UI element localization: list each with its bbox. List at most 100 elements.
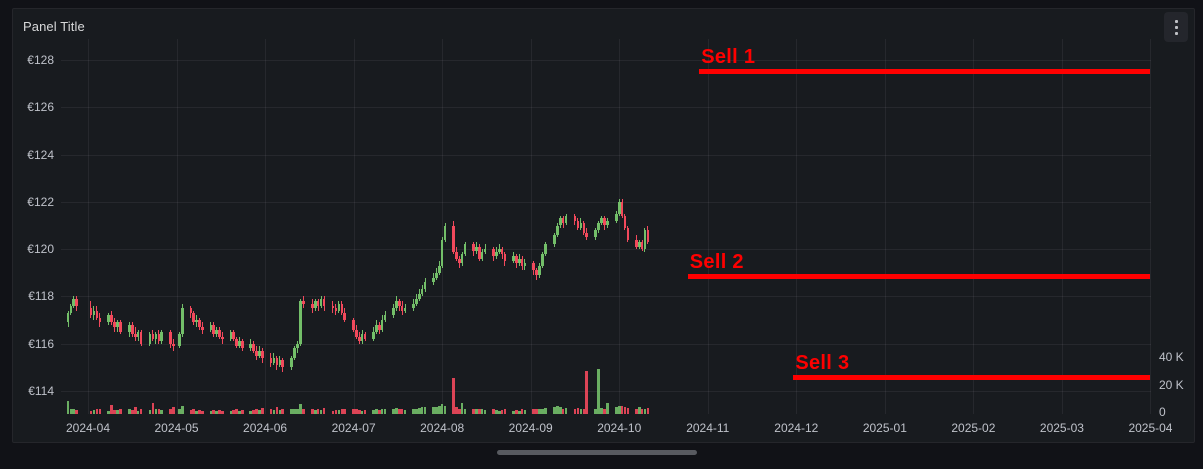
time-gridline xyxy=(265,39,267,414)
candle xyxy=(278,360,282,365)
time-gridline xyxy=(1150,39,1152,414)
volume-bar xyxy=(515,409,518,414)
volume-bar xyxy=(573,408,577,414)
volume-bar xyxy=(322,407,326,414)
volume-bar xyxy=(438,406,441,414)
volume-bar xyxy=(463,408,467,414)
volume-bar xyxy=(360,410,364,414)
volume-bar xyxy=(558,407,562,414)
candle xyxy=(119,322,122,332)
volume-bar xyxy=(626,407,630,414)
horizontal-scrollbar-thumb[interactable] xyxy=(497,450,697,455)
candle xyxy=(412,303,415,309)
volume-bar xyxy=(180,405,184,414)
volume-bar xyxy=(497,410,501,414)
candle xyxy=(95,310,99,318)
volume-bar xyxy=(512,410,515,414)
candle xyxy=(400,305,404,311)
price-gridline xyxy=(61,296,1151,298)
volume-bar xyxy=(343,408,347,414)
volume-bar xyxy=(495,409,498,414)
candle xyxy=(532,263,535,271)
volume-bar xyxy=(457,408,461,414)
candle xyxy=(517,258,521,264)
panel-menu-button[interactable] xyxy=(1164,12,1188,42)
volume-bar xyxy=(538,409,541,414)
volume-bar xyxy=(299,404,302,414)
annotation-label-sell-2: Sell 2 xyxy=(689,250,744,273)
volume-bar xyxy=(278,409,282,414)
volume-bar xyxy=(316,409,320,414)
candle xyxy=(643,230,647,250)
volume-bar xyxy=(340,409,344,414)
candlestick-chart[interactable]: €128 €126 €124 €122 €120 €118 €116 €114 2024-04 2… xyxy=(13,9,1194,442)
candle xyxy=(541,253,544,266)
price-axis-label: €114 xyxy=(28,384,54,398)
candle xyxy=(151,334,155,339)
volume-bar xyxy=(582,408,586,414)
candle xyxy=(249,343,253,349)
volume-bar xyxy=(272,409,276,414)
candle xyxy=(66,312,70,323)
volume-bar xyxy=(637,407,641,414)
volume-bar xyxy=(472,408,475,414)
volume-bar xyxy=(617,405,621,414)
volume-bar xyxy=(564,407,568,414)
candle xyxy=(585,232,589,238)
price-gridline xyxy=(61,343,1151,345)
candle xyxy=(392,308,395,316)
candle xyxy=(606,220,609,226)
volume-bar xyxy=(415,408,418,414)
candle xyxy=(483,249,487,252)
volume-bar xyxy=(151,403,155,414)
candle xyxy=(497,249,501,252)
candle xyxy=(538,265,541,276)
volume-bar xyxy=(535,408,538,414)
candle xyxy=(89,308,93,316)
volume-bar xyxy=(269,408,273,414)
volume-bar xyxy=(532,409,535,414)
candle xyxy=(576,220,580,228)
candle xyxy=(260,350,264,358)
panel-title[interactable]: Panel Title xyxy=(23,19,85,34)
candle xyxy=(395,301,398,309)
candle xyxy=(238,341,241,347)
candle xyxy=(564,216,568,224)
candle xyxy=(69,305,73,313)
volume-bar xyxy=(455,407,458,414)
candle xyxy=(495,251,498,257)
candle xyxy=(573,216,577,221)
volume-bar xyxy=(311,409,314,414)
candle xyxy=(136,331,140,337)
volume-bar xyxy=(238,410,241,414)
volume-bar xyxy=(443,405,447,414)
candle xyxy=(139,331,143,344)
volume-bar xyxy=(412,409,415,414)
volume-bar xyxy=(218,409,221,414)
candle xyxy=(620,201,624,217)
candle xyxy=(352,320,355,330)
candle xyxy=(457,258,461,264)
volume-bar xyxy=(92,409,96,414)
candle xyxy=(635,239,638,247)
volume-bar xyxy=(594,409,597,414)
candle xyxy=(460,253,464,264)
volume-bar xyxy=(110,405,113,414)
candle xyxy=(603,218,606,226)
candle xyxy=(157,334,161,342)
volume-bar xyxy=(66,400,70,414)
volume-bar xyxy=(215,410,218,414)
candle xyxy=(189,308,193,313)
candle xyxy=(229,331,233,339)
candle xyxy=(133,334,137,337)
volume-bar xyxy=(544,407,547,414)
volume-bar xyxy=(579,409,583,414)
volume-bar xyxy=(460,403,464,414)
x-axis-label: 2024-07 xyxy=(331,421,376,435)
volume-bar xyxy=(477,408,481,414)
candle-wick xyxy=(484,244,486,254)
candle-wick xyxy=(134,327,136,342)
candle xyxy=(75,298,78,306)
volume-bar xyxy=(561,408,565,414)
candle xyxy=(553,234,556,245)
